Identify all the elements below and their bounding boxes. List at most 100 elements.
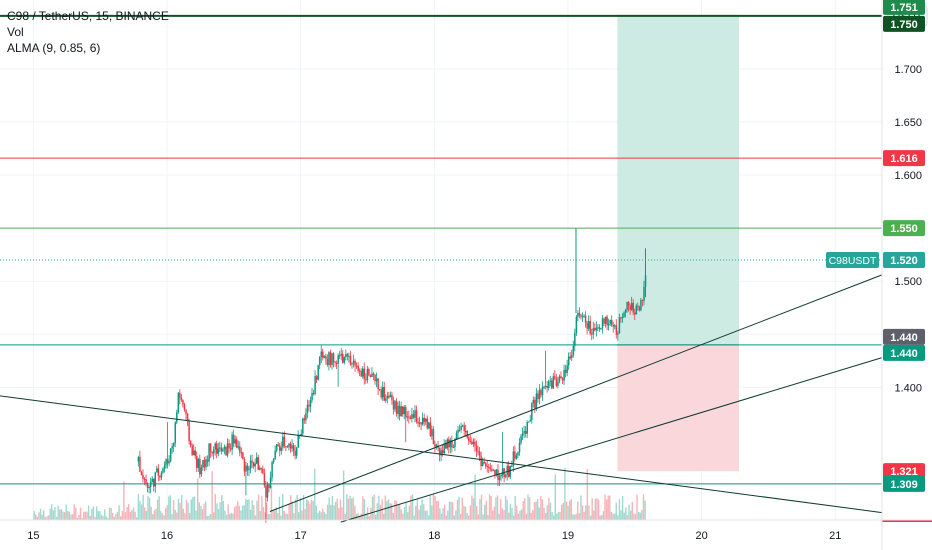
candle-body: [586, 322, 588, 329]
candle-body: [491, 469, 493, 471]
horizontal-lines[interactable]: [0, 14, 932, 522]
candle-body: [346, 354, 349, 357]
candle-body: [197, 458, 200, 468]
candle-body: [627, 301, 630, 306]
volume-bar: [214, 494, 217, 520]
candle-body: [643, 286, 645, 301]
volume-bar: [416, 499, 419, 520]
volume-bar: [572, 514, 574, 520]
volume-bar: [128, 504, 130, 520]
volume-bar: [580, 495, 582, 520]
price-labels: 1.751 1.750 1.616 1.550 1.520 1.440 1.440 1.321…: [826, 0, 925, 492]
trendlines[interactable]: [0, 274, 883, 523]
candle-body: [578, 312, 581, 316]
volume-bar: [179, 503, 181, 520]
volume-bar: [229, 514, 231, 520]
volume-bar: [370, 508, 372, 520]
candle-body: [504, 475, 507, 478]
candle-body: [518, 442, 521, 453]
volume-bar: [310, 499, 313, 520]
candle-body: [375, 378, 378, 382]
candle-body: [225, 446, 227, 456]
candle-body: [448, 439, 450, 448]
volume-bar: [221, 495, 223, 520]
volume-bar: [60, 508, 63, 520]
candle-body: [546, 385, 548, 389]
candle-body: [229, 448, 232, 450]
candle-body: [148, 487, 150, 489]
volume-bar: [533, 502, 536, 520]
candle-body: [202, 459, 204, 468]
candle-body: [480, 455, 482, 467]
candle-body: [352, 360, 355, 364]
candle-body: [630, 302, 633, 310]
volume-bar: [54, 507, 56, 520]
candle-body: [449, 440, 452, 448]
volume-bar: [418, 509, 420, 520]
candle-body: [397, 405, 399, 414]
volume-bar: [129, 511, 132, 520]
volume-bar: [500, 499, 502, 520]
candle-body: [423, 417, 425, 422]
candle-body: [532, 399, 535, 404]
candle-body: [335, 362, 338, 364]
candle-body: [362, 368, 364, 377]
candle-body: [398, 405, 401, 417]
volume-bar: [166, 505, 168, 520]
volume-bar: [415, 505, 417, 520]
candle-body: [560, 376, 562, 379]
volume-bar: [70, 514, 72, 520]
volume-bar: [477, 514, 480, 520]
candle-body: [472, 441, 475, 445]
volume-bar: [296, 494, 298, 520]
x-tick-label: 15: [27, 530, 39, 542]
volume-bar: [294, 499, 297, 520]
volume-bar: [525, 513, 528, 520]
volume-bar: [392, 512, 395, 520]
candle-body: [274, 450, 276, 460]
candle-body: [620, 317, 622, 319]
candle-body: [271, 462, 273, 478]
long-position-tool[interactable]: [617, 14, 740, 472]
candle-body: [597, 327, 599, 329]
volume-bar: [224, 510, 226, 520]
candle-body: [489, 467, 492, 470]
volume-bar: [432, 494, 435, 520]
candle-body: [162, 468, 164, 473]
volume-bar: [275, 507, 277, 520]
volume-bar: [317, 512, 319, 520]
candle-body: [475, 445, 478, 452]
candle-body: [243, 459, 246, 472]
candle-body: [249, 460, 252, 469]
candle-body: [172, 443, 175, 447]
x-tick-label: 19: [562, 530, 574, 542]
volume-bar: [341, 507, 343, 520]
volume-bar: [538, 507, 540, 520]
candle-body: [272, 459, 275, 463]
level-1440b-tag: [883, 344, 925, 361]
candle-body: [255, 457, 258, 464]
candle-body: [580, 315, 582, 317]
volume-bar: [123, 481, 125, 520]
volume-bar: [575, 513, 577, 520]
level-1321-tag-label: 1.321: [890, 466, 918, 478]
symbol-title[interactable]: C98 / TetherUS, 15, BINANCE: [7, 9, 169, 23]
volume-bar: [410, 495, 412, 520]
candle-body: [268, 484, 270, 488]
volume-bar: [554, 474, 556, 520]
alma-indicator-label[interactable]: ALMA (9, 0.85, 6): [7, 41, 101, 55]
volume-bar: [467, 515, 470, 520]
volume-bar: [79, 507, 82, 520]
candle-body: [497, 469, 499, 481]
volume-indicator-label[interactable]: Vol: [7, 25, 24, 39]
candle-body: [185, 409, 187, 414]
volume-bar: [378, 495, 380, 520]
candle-body: [432, 429, 435, 444]
volume-bar: [174, 509, 176, 520]
candle-body: [455, 433, 458, 439]
candle-body: [234, 439, 236, 444]
candle-body: [177, 392, 180, 413]
volume-bar: [78, 514, 80, 520]
volume-bar: [466, 512, 468, 520]
